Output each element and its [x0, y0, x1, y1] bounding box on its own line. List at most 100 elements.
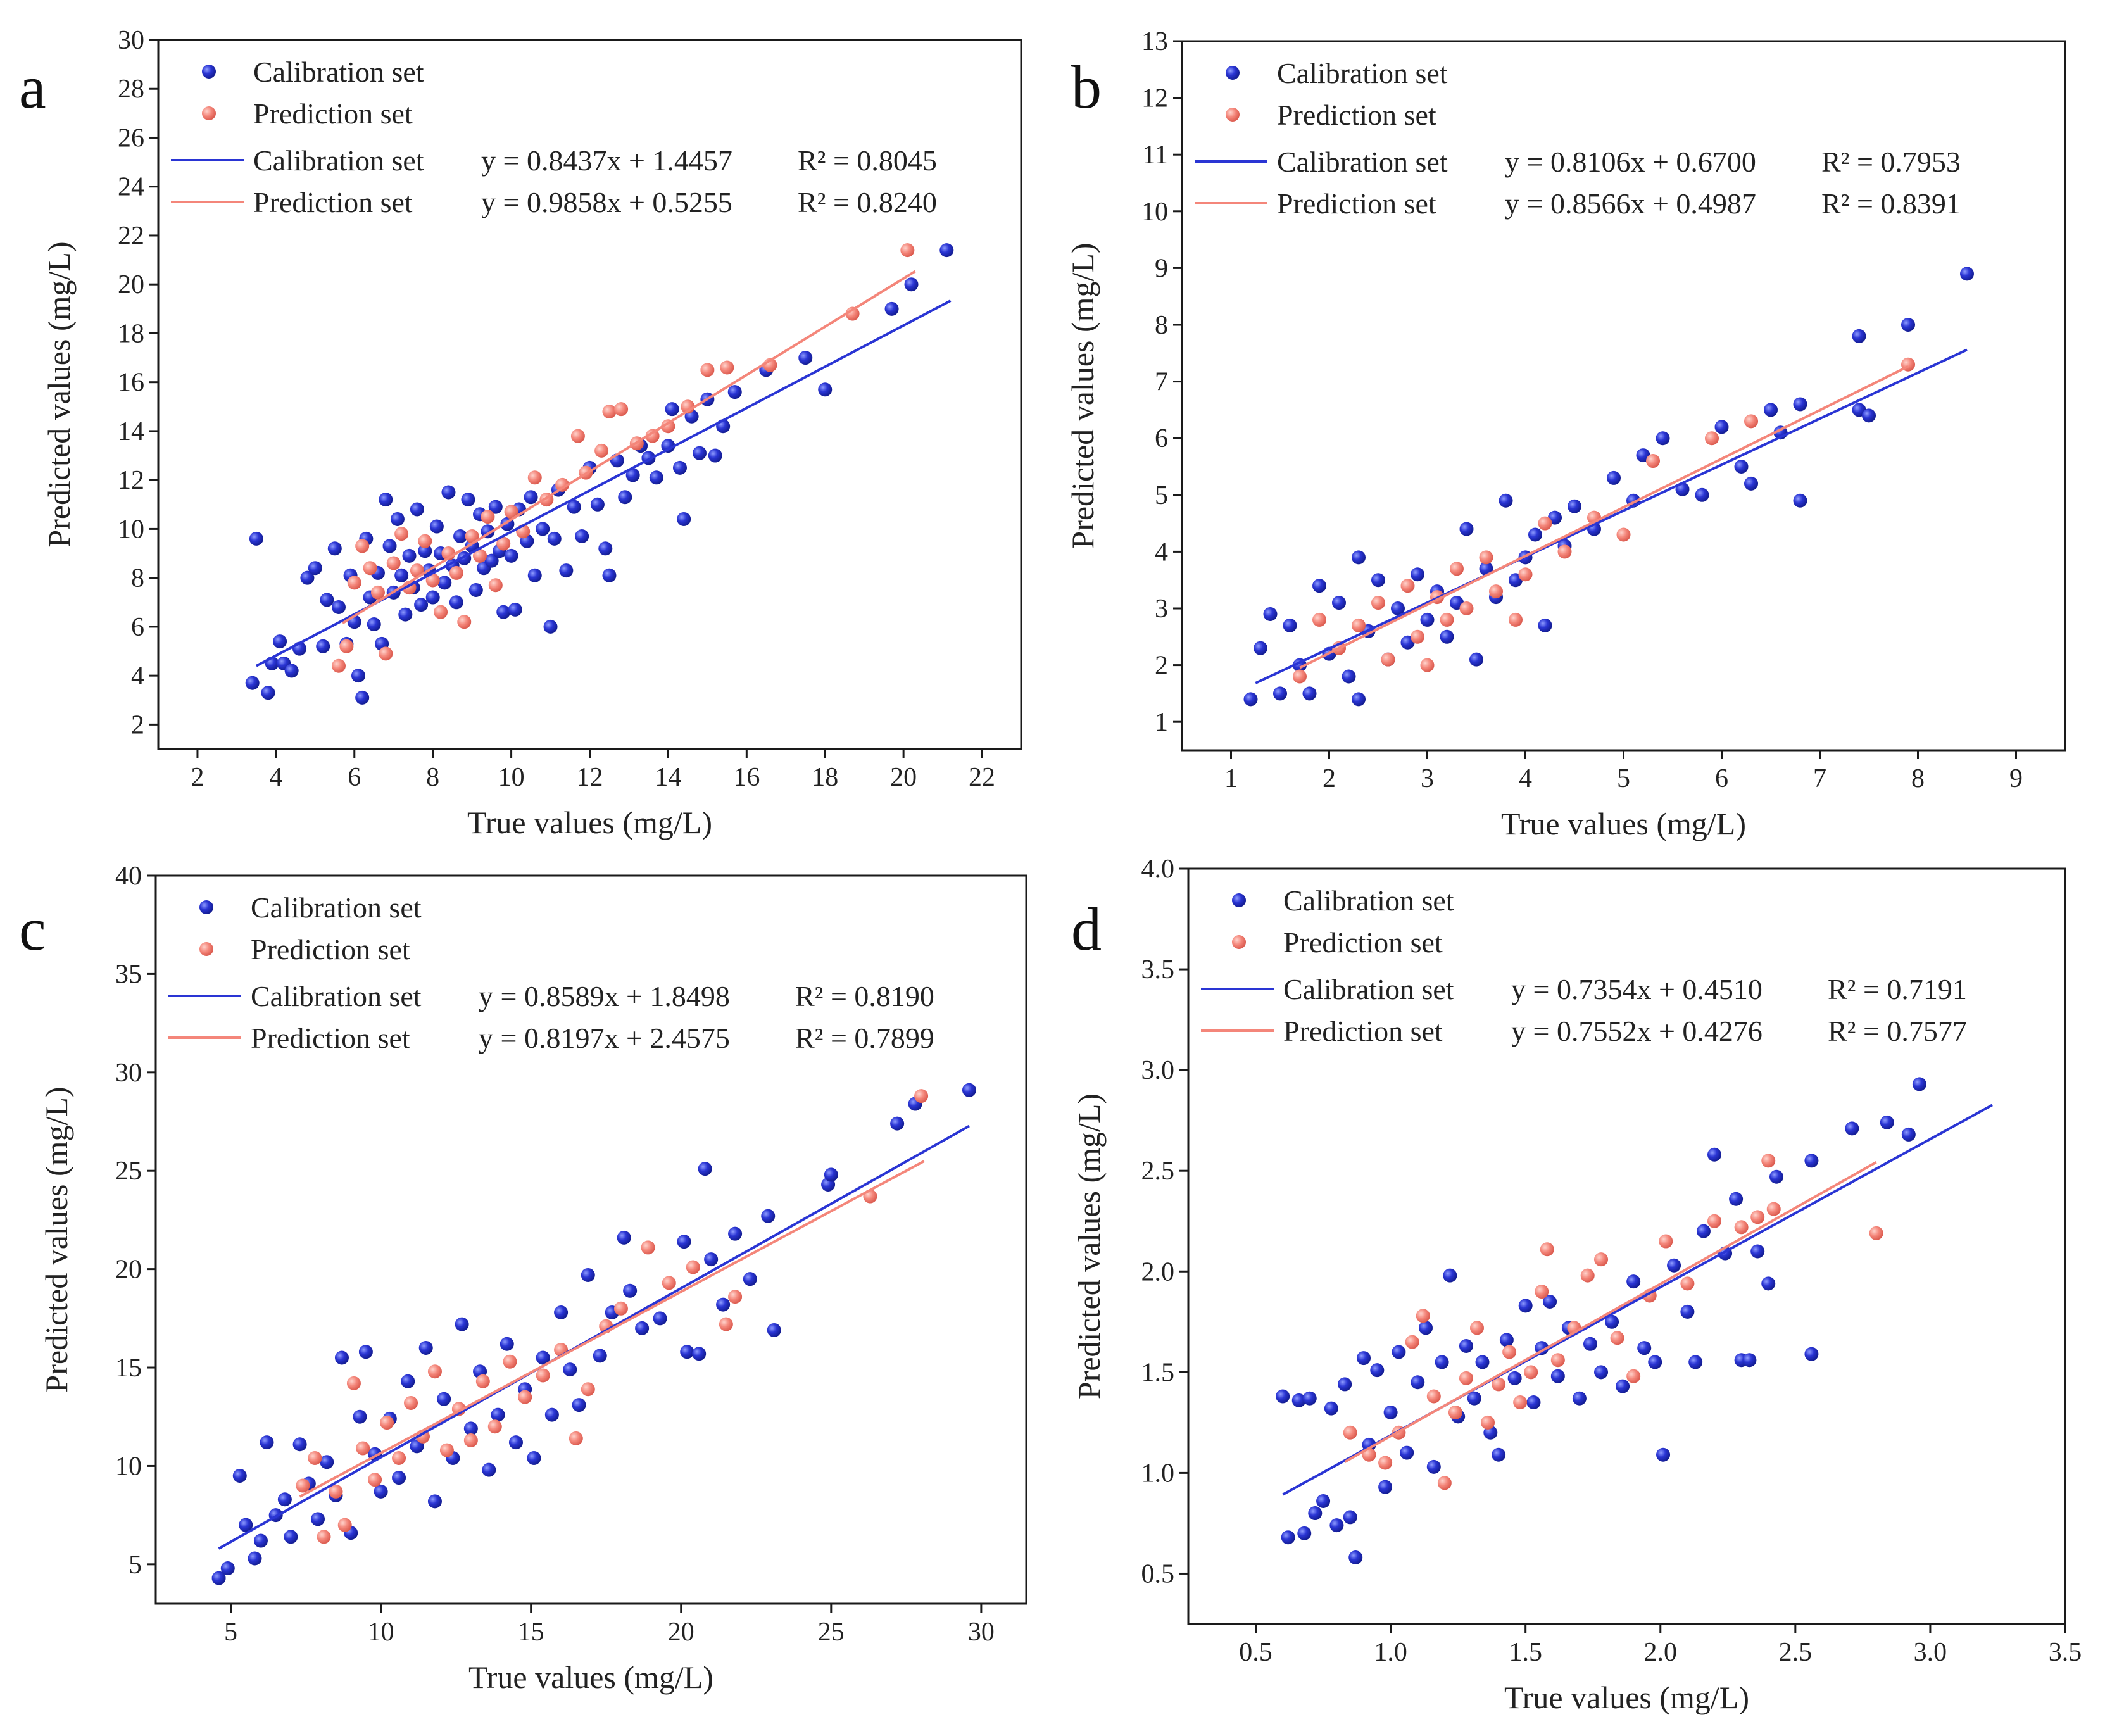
- calibration-point: [401, 1374, 415, 1388]
- calibration-point: [1499, 493, 1513, 508]
- y-axis-title: Predicted values (mg/L): [39, 1086, 74, 1392]
- calibration-point: [374, 1484, 388, 1499]
- x-tick-label: 6: [348, 763, 361, 792]
- y-tick-label: 2.5: [1141, 1157, 1175, 1186]
- x-tick-label: 3.0: [1914, 1638, 1947, 1667]
- calibration-point: [798, 351, 813, 365]
- calibration-point: [527, 568, 542, 582]
- y-tick-label: 3: [1155, 594, 1168, 624]
- y-tick-label: 2.0: [1141, 1257, 1175, 1286]
- prediction-point: [1626, 1369, 1641, 1383]
- fit-r2: R² = 0.8240: [798, 186, 937, 218]
- prediction-point: [1766, 1202, 1781, 1216]
- prediction-point: [465, 529, 479, 543]
- prediction-point: [645, 429, 660, 443]
- calibration-point: [677, 512, 691, 526]
- prediction-point: [503, 1354, 517, 1369]
- calibration-point: [449, 595, 463, 610]
- calibration-point: [1845, 1121, 1859, 1136]
- calibration-point: [1550, 1369, 1565, 1383]
- prediction-point: [481, 510, 495, 524]
- calibration-point: [1616, 1379, 1630, 1393]
- prediction-point: [1513, 1395, 1528, 1410]
- calibration-point: [1594, 1365, 1609, 1380]
- calibration-point: [1492, 1447, 1506, 1462]
- calibration-point: [1526, 1395, 1541, 1410]
- calibration-point: [1383, 1405, 1398, 1419]
- fit-r2: R² = 0.7899: [795, 1022, 934, 1054]
- calibration-point: [353, 1409, 367, 1424]
- prediction-point: [1540, 1242, 1554, 1257]
- calibration-point: [500, 1337, 514, 1351]
- fit-r2: R² = 0.7191: [1828, 973, 1967, 1005]
- prediction-point: [614, 402, 629, 417]
- prediction-point: [1378, 1456, 1393, 1470]
- prediction-point: [425, 573, 440, 588]
- prediction-point: [1400, 579, 1415, 593]
- y-tick-label: 35: [115, 960, 142, 989]
- panel-a: a2 4 6 8 10 12 14 16 18 20 22246810121416182022242…: [19, 26, 1022, 840]
- prediction-point: [386, 556, 401, 570]
- y-tick-label: 6: [131, 613, 144, 642]
- calibration-point: [418, 1340, 433, 1355]
- calibration-point: [554, 1305, 569, 1319]
- prediction-point: [331, 658, 346, 673]
- prediction-point: [1646, 454, 1660, 469]
- x-tick-label: 6: [1715, 764, 1728, 793]
- calibration-point: [1281, 1530, 1295, 1545]
- legend-fit-label: Prediction set: [1283, 1015, 1443, 1047]
- fit-r2: R² = 0.7577: [1828, 1015, 1967, 1047]
- x-tick-label: 4: [1519, 764, 1532, 793]
- x-tick-label: 5: [224, 1618, 237, 1647]
- panel-letter-d: d: [1071, 895, 1102, 963]
- prediction-point: [496, 536, 511, 551]
- prediction-point: [368, 1473, 382, 1487]
- calibration-point: [1348, 1550, 1363, 1565]
- calibration-point: [1543, 1294, 1557, 1309]
- calibration-point: [425, 590, 440, 605]
- x-tick-label: 20: [890, 763, 917, 792]
- calibration-point: [1273, 686, 1287, 701]
- calibration-point: [398, 607, 413, 622]
- y-tick-label: 10: [115, 1452, 142, 1481]
- calibration-point: [1656, 1447, 1671, 1462]
- x-tick-label: 1.5: [1509, 1638, 1542, 1667]
- prediction-point: [346, 1376, 361, 1390]
- calibration-point: [392, 1471, 406, 1485]
- calibration-point: [698, 1162, 712, 1176]
- calibration-point: [1312, 579, 1326, 593]
- panel-letter-b: b: [1071, 53, 1102, 121]
- prediction-fit-line: [1344, 1161, 1877, 1463]
- x-tick-label: 10: [498, 763, 525, 792]
- calibration-point: [572, 1398, 586, 1412]
- calibration-point: [1276, 1389, 1290, 1404]
- prediction-point: [1293, 669, 1307, 684]
- calibration-point: [884, 301, 899, 316]
- calibration-point: [327, 541, 342, 556]
- calibration-point: [482, 1462, 496, 1477]
- y-tick-label: 10: [1141, 198, 1168, 227]
- calibration-point: [260, 1435, 274, 1450]
- prediction-point: [570, 429, 585, 443]
- prediction-point: [418, 534, 432, 548]
- prediction-point: [370, 585, 385, 600]
- calibration-point: [1329, 1518, 1344, 1533]
- calibration-point: [1243, 692, 1258, 707]
- calibration-point: [316, 639, 330, 653]
- y-tick-label: 5: [1155, 481, 1168, 510]
- calibration-point: [1793, 493, 1807, 508]
- y-tick-label: 3.5: [1141, 955, 1175, 984]
- y-tick-label: 40: [115, 862, 142, 891]
- x-tick-label: 9: [2009, 764, 2023, 793]
- calibration-point: [665, 402, 679, 417]
- prediction-point: [1750, 1210, 1765, 1224]
- prediction-point: [392, 1451, 406, 1465]
- calibration-point: [590, 497, 605, 512]
- plot-area: [1276, 1077, 1993, 1565]
- prediction-point: [1416, 1309, 1430, 1323]
- calibration-point: [1357, 1351, 1371, 1366]
- y-tick-label: 12: [1141, 84, 1168, 113]
- calibration-point: [575, 529, 589, 543]
- calibration-point: [1378, 1480, 1393, 1494]
- calibration-point: [239, 1518, 253, 1532]
